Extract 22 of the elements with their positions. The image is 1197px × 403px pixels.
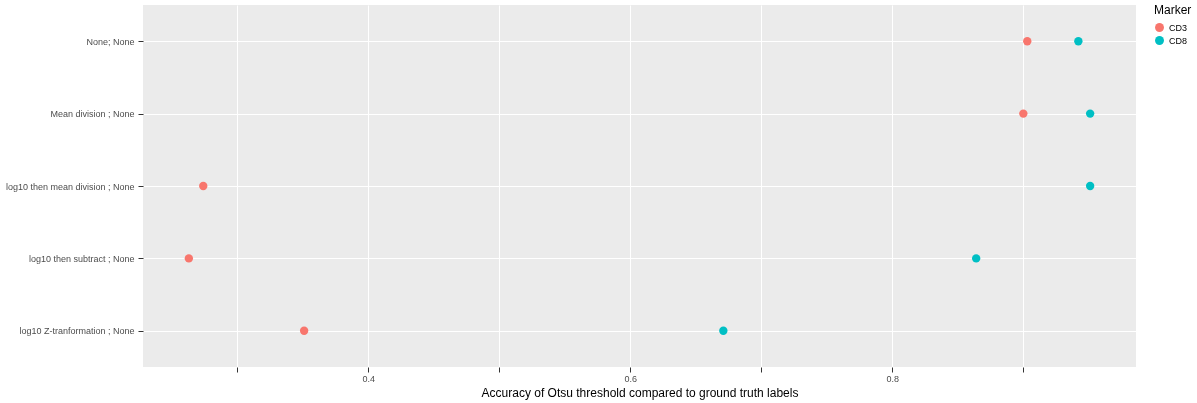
- y-tick-label: log10 Z-tranformation ; None: [19, 326, 135, 337]
- point: [299, 326, 309, 335]
- point: [1085, 181, 1095, 191]
- y-tick-label: log10 then subtract ; None: [28, 253, 135, 264]
- point: [184, 254, 194, 263]
- x-axis-title: Accuracy of Otsu threshold compared to ground truth labels: [481, 385, 799, 400]
- point: [1085, 109, 1095, 118]
- x-tick-label: 0.6: [624, 373, 638, 384]
- y-tick-label: Mean division ; None: [50, 109, 135, 120]
- point: [199, 181, 208, 191]
- y-tick-label: log10 then mean division ; None: [5, 181, 135, 192]
- point: [1074, 37, 1083, 46]
- x-tick-label: 0.8: [886, 373, 900, 384]
- y-tick-label: None; None: [86, 36, 135, 47]
- legend-label: CD3: [1169, 22, 1188, 33]
- legend-label: CD8: [1169, 35, 1188, 46]
- point: [971, 254, 981, 263]
- legend-title: Marker: [1154, 3, 1192, 17]
- point: [719, 326, 728, 335]
- point: [1023, 37, 1032, 46]
- x-tick-label: 0.4: [362, 373, 376, 384]
- point: [1019, 109, 1028, 118]
